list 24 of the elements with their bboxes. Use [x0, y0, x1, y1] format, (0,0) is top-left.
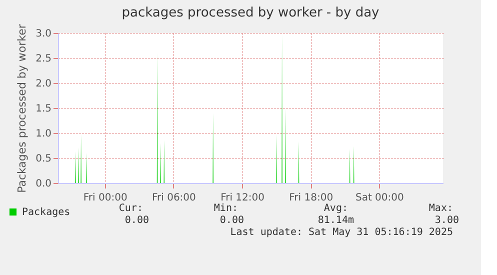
y-axis-title: Packages processed by worker	[16, 24, 29, 193]
text: Avg:	[324, 203, 348, 214]
text: 81.14m	[318, 215, 354, 226]
text: Cur:	[118, 203, 143, 214]
y-tick-label: 1.5	[36, 104, 52, 114]
y-tick-label: 0.5	[36, 154, 52, 164]
text: 3.00	[434, 215, 459, 226]
chart-title: packages processed by worker - by day	[122, 6, 380, 21]
x-tick-label: Fri 12:00	[220, 192, 264, 204]
x-tick-label: Sat 00:00	[355, 192, 404, 204]
y-tick-label: 2.5	[36, 54, 52, 64]
x-tick-label: Fri 06:00	[152, 192, 196, 204]
text: Min:	[214, 203, 238, 214]
legend-label: Packages	[22, 207, 70, 218]
text: Last update: Sat May 31 05:16:19 2025	[230, 227, 453, 238]
y-tick-label: 2.0	[36, 78, 52, 90]
y-tick-label: 0.0	[36, 178, 52, 190]
text: 0.00	[220, 215, 244, 226]
y-tick-label: 3.0	[36, 28, 52, 40]
text: Max:	[428, 203, 453, 214]
text: 0.00	[124, 215, 149, 226]
x-tick-label: Fri 00:00	[83, 192, 128, 204]
y-tick-label: 1.0	[36, 128, 52, 140]
x-tick-label: Fri 18:00	[289, 192, 334, 204]
